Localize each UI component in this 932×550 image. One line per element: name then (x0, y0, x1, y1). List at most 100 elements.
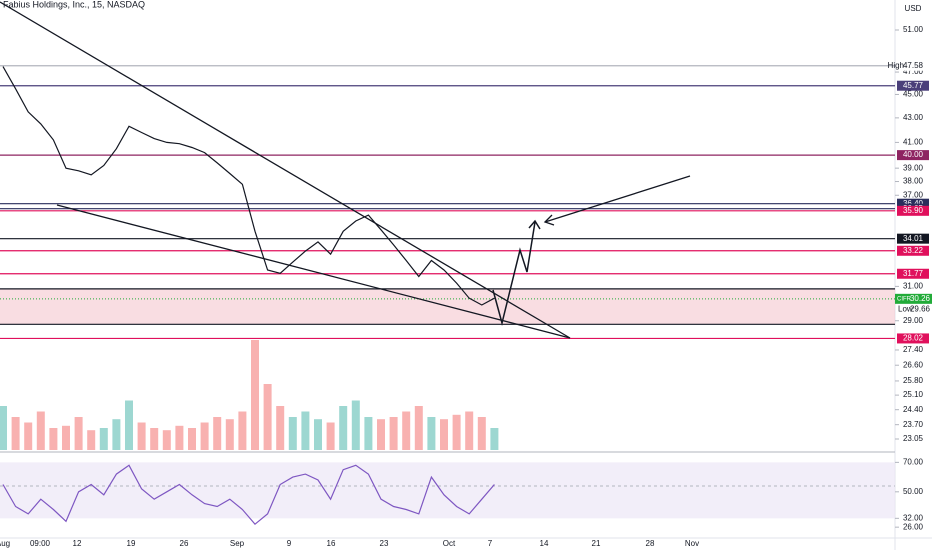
volume-bar (213, 417, 222, 450)
level-box (897, 80, 929, 91)
time-label: 26 (180, 539, 189, 548)
price-tick-label: 31.00 (903, 282, 924, 291)
level-label: 35.90 (903, 206, 924, 215)
volume-bar (288, 417, 297, 450)
volume-bar (24, 422, 33, 450)
price-tick-label: 45.00 (903, 90, 924, 99)
volume-bar (125, 400, 133, 450)
price-tick-label: 39.00 (903, 163, 924, 172)
time-label: Aug (0, 539, 10, 548)
rsi-tick-label: 70.00 (903, 457, 924, 466)
price-tick-label: 26.60 (903, 360, 924, 369)
trendline (0, 1, 571, 339)
rsi-tick-label: 50.00 (903, 487, 924, 496)
level-box (897, 60, 929, 71)
level-label: 47.58 (903, 61, 924, 70)
volume-bar (137, 422, 146, 450)
current-box (895, 293, 932, 304)
volume-bar (175, 425, 184, 450)
time-label: Nov (685, 539, 699, 548)
level-label: 28.02 (903, 334, 924, 343)
price-tick-label: 25.10 (903, 390, 924, 399)
price-tick-label: 47.00 (903, 67, 924, 76)
price-tick-label: 37.00 (903, 190, 924, 199)
volume-bar (339, 406, 348, 450)
rsi-band (0, 462, 895, 519)
level-box (897, 245, 929, 256)
volume-bar (36, 411, 45, 450)
time-label: 9 (287, 539, 292, 548)
level-label: 33.22 (903, 246, 924, 255)
level-box (897, 333, 929, 344)
volume-bar (414, 406, 423, 450)
volume-bar (62, 425, 70, 450)
time-label: 12 (73, 539, 82, 548)
price-tick-label: 24.40 (903, 405, 924, 414)
price-tick-label: 51.00 (903, 25, 924, 34)
time-label: 09:00 (30, 539, 51, 548)
rsi-tick-label: 32.00 (903, 513, 924, 522)
currency: USD (905, 4, 922, 13)
volume-bar (440, 419, 448, 450)
volume-bar (364, 417, 373, 450)
volume-bar (225, 419, 234, 450)
volume-bar (465, 411, 474, 450)
title: Fabius Holdings, Inc., 15, NASDAQ (3, 0, 145, 9)
level-label: 31.77 (903, 269, 924, 278)
price-tick-label: 43.00 (903, 113, 924, 122)
volume-bar (150, 428, 159, 450)
price-tick-label: 27.40 (903, 345, 924, 354)
price-tick-label: 38.00 (903, 177, 924, 186)
volume-bar (162, 430, 171, 450)
level-label: 36.40 (903, 199, 924, 208)
level-label: 45.77 (903, 81, 924, 90)
volume-bar (326, 422, 335, 450)
volume-bar (351, 400, 360, 450)
volume-bar (200, 422, 209, 450)
volume-bar (0, 406, 7, 450)
arrow-head (543, 214, 555, 226)
volume-bar (301, 411, 310, 450)
projection-arrow (492, 221, 536, 326)
time-label: 16 (327, 539, 336, 548)
volume-bar (238, 411, 247, 450)
volume-bar (402, 411, 411, 450)
level-label: 40.00 (903, 150, 924, 159)
volume-bar (99, 428, 108, 450)
price-tick-label: 23.70 (903, 420, 924, 429)
current-symbol: CIFR (897, 296, 912, 302)
level-label: 34.01 (903, 234, 924, 243)
price-tick-label: 23.05 (903, 434, 924, 443)
time-label: Sep (230, 539, 245, 548)
trendline (56, 204, 571, 339)
volume-bar (477, 417, 486, 450)
level-box (897, 233, 929, 244)
price-tick-label: 29.00 (903, 316, 924, 325)
level-tag: High (888, 61, 904, 70)
volume-bar (314, 419, 322, 450)
low-tag: Low (898, 304, 913, 313)
volume-bar (452, 414, 461, 450)
volume-bar (49, 428, 58, 450)
time-label: 14 (540, 539, 549, 548)
rsi-tick-label: 26.00 (903, 522, 924, 531)
arrow-head (528, 219, 541, 230)
level-box (897, 268, 929, 279)
volume-bar (389, 417, 398, 450)
time-label: 7 (488, 539, 493, 548)
volume-bar (276, 406, 285, 450)
volume-bar (11, 417, 20, 450)
volume-bar (112, 419, 121, 450)
time-label: 28 (646, 539, 655, 548)
volume-bar (377, 419, 385, 450)
time-label: 19 (127, 539, 136, 548)
volume-bar (188, 428, 196, 450)
volume-bar (263, 384, 272, 450)
price-line (2, 66, 495, 306)
time-label: 23 (380, 539, 389, 548)
arrow (544, 175, 691, 223)
price-tick-label: 41.00 (903, 138, 924, 147)
